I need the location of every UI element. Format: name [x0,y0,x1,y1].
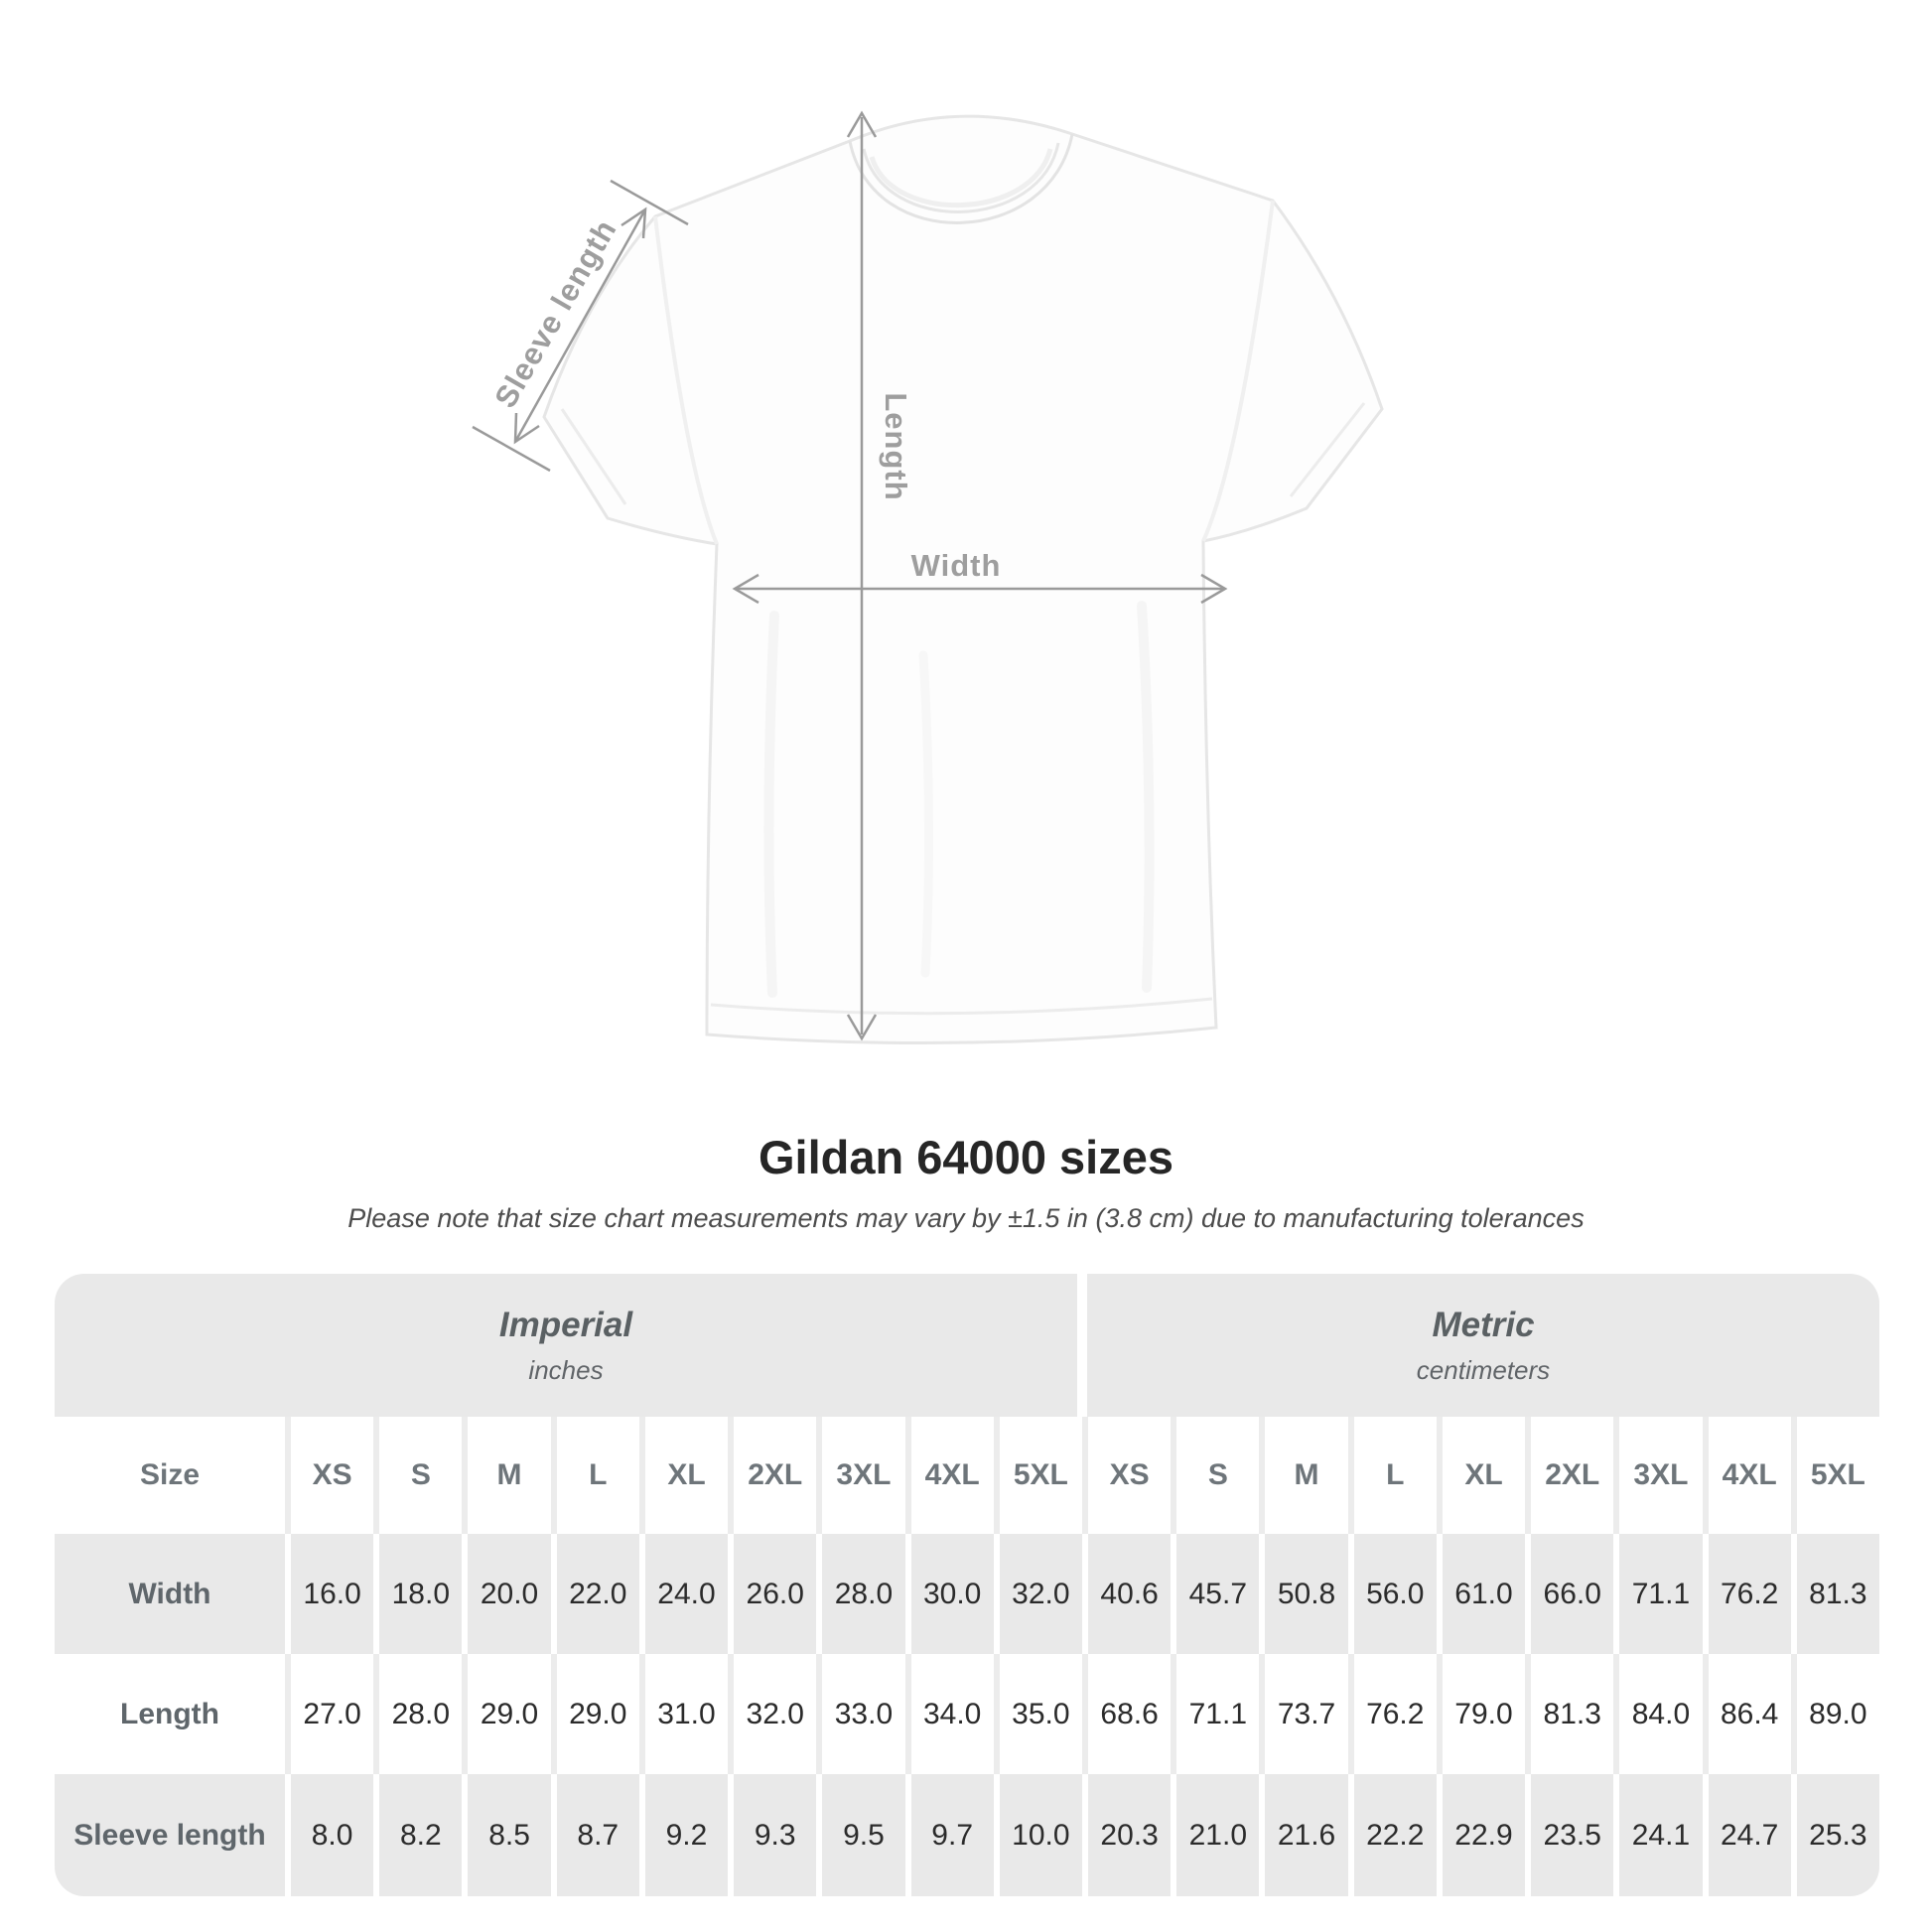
sleeve-length-metric-xs: 20.3 [1081,1774,1171,1896]
length-imperial-l: 29.0 [550,1654,639,1774]
row-label-length: Length [120,1697,219,1730]
width-metric-m: 50.8 [1259,1534,1347,1654]
sleeve-length-metric-2xl: 23.5 [1525,1774,1613,1896]
page-title: Gildan 64000 sizes [758,1131,1174,1183]
length-imperial-2xl: 32.0 [728,1654,816,1774]
sleeve-length-imperial-2xl: 9.3 [728,1774,816,1896]
width-imperial-4xl: 30.0 [904,1534,994,1654]
width-metric-3xl: 71.1 [1613,1534,1702,1654]
measurement-lines [472,110,1228,1041]
length-metric-xl: 79.0 [1436,1654,1525,1774]
width-imperial-l: 22.0 [550,1534,639,1654]
length-imperial-4xl: 34.0 [904,1654,994,1774]
length-imperial-3xl: 33.0 [816,1654,904,1774]
width-metric-xs: 40.6 [1081,1534,1171,1654]
length-imperial-m: 29.0 [462,1654,550,1774]
row-label-sleeve-length: Sleeve length [73,1818,266,1852]
sleeve-length-imperial-m: 8.5 [462,1774,550,1896]
size-header-metric-m: M [1259,1417,1347,1534]
size-header-imperial-m: M [462,1417,550,1534]
sleeve-length-metric-3xl: 24.1 [1613,1774,1702,1896]
size-header-imperial-2xl: 2XL [728,1417,816,1534]
sleeve-length-metric-s: 21.0 [1171,1774,1259,1896]
length-metric-l: 76.2 [1347,1654,1437,1774]
size-header-metric-s: S [1171,1417,1259,1534]
size-header-imperial-3xl: 3XL [816,1417,904,1534]
sleeve-length-arrow [472,179,689,473]
sleeve-length-imperial-4xl: 9.7 [904,1774,994,1896]
table-row-length: Length 27.0 28.0 29.0 29.0 31.0 32.0 33.0 34.0 35… [55,1654,1879,1774]
size-column-header: Size [139,1458,201,1491]
metric-group-title: Metric [1432,1305,1535,1344]
width-imperial-m: 20.0 [462,1534,550,1654]
size-header-metric-3xl: 3XL [1613,1417,1702,1534]
sleeve-length-imperial-xl: 9.2 [638,1774,728,1896]
size-header-metric-4xl: 4XL [1702,1417,1791,1534]
length-metric-4xl: 86.4 [1702,1654,1791,1774]
length-metric-xs: 68.6 [1081,1654,1171,1774]
size-header-imperial-l: L [550,1417,639,1534]
sleeve-length-imperial-xs: 8.0 [285,1774,373,1896]
tshirt-graphic [542,114,1384,1045]
tolerance-note: Please note that size chart measurements… [347,1203,1585,1233]
size-header-metric-xl: XL [1436,1417,1525,1534]
table-row-sleeve-length: Sleeve length 8.0 8.2 8.5 8.7 9.2 9.3 9.5 9.7 10.… [55,1774,1879,1896]
width-imperial-5xl: 32.0 [993,1534,1082,1654]
sleeve-length-metric-xl: 22.9 [1436,1774,1525,1896]
row-label-width: Width [128,1577,211,1610]
metric-group-header: Metric centimeters [1087,1274,1879,1417]
width-imperial-xl: 24.0 [638,1534,728,1654]
metric-group-unit: centimeters [1416,1354,1551,1385]
length-imperial-xs: 27.0 [285,1654,373,1774]
imperial-group-title: Imperial [498,1305,633,1344]
width-arrow [732,573,1228,605]
sleeve-length-imperial-s: 8.2 [373,1774,462,1896]
size-header-imperial-s: S [373,1417,462,1534]
unit-group-header-row: Imperial inches Metric centimeters [55,1274,1879,1417]
width-metric-l: 56.0 [1347,1534,1437,1654]
length-metric-2xl: 81.3 [1525,1654,1613,1774]
length-arrow [846,110,878,1041]
width-imperial-2xl: 26.0 [728,1534,816,1654]
length-imperial-s: 28.0 [373,1654,462,1774]
table-row-width: Width 16.0 18.0 20.0 22.0 24.0 26.0 28.0 30.0 32.… [55,1534,1879,1654]
imperial-group-unit: inches [528,1354,604,1385]
length-metric-s: 71.1 [1171,1654,1259,1774]
width-label: Width [910,548,1002,583]
length-imperial-5xl: 35.0 [993,1654,1082,1774]
size-header-metric-5xl: 5XL [1790,1417,1879,1534]
width-metric-4xl: 76.2 [1702,1534,1791,1654]
size-header-metric-xs: XS [1081,1417,1171,1534]
sleeve-length-imperial-3xl: 9.5 [816,1774,904,1896]
width-metric-2xl: 66.0 [1525,1534,1613,1654]
length-label: Length [879,392,913,501]
width-imperial-3xl: 28.0 [816,1534,904,1654]
width-metric-s: 45.7 [1171,1534,1259,1654]
size-header-metric-2xl: 2XL [1525,1417,1613,1534]
size-header-row: Size XS S M L XL 2XL 3XL 4XL 5XL XS S M L XL 2XL 3XL 4XL 5… [55,1417,1879,1534]
length-metric-5xl: 89.0 [1790,1654,1879,1774]
size-header-imperial-xl: XL [638,1417,728,1534]
width-imperial-xs: 16.0 [285,1534,373,1654]
imperial-group-header: Imperial inches [55,1274,1077,1417]
length-metric-m: 73.7 [1259,1654,1347,1774]
width-imperial-s: 18.0 [373,1534,462,1654]
sleeve-length-imperial-l: 8.7 [550,1774,639,1896]
width-metric-5xl: 81.3 [1790,1534,1879,1654]
size-header-metric-l: L [1347,1417,1437,1534]
length-imperial-xl: 31.0 [638,1654,728,1774]
sleeve-length-metric-l: 22.2 [1347,1774,1437,1896]
sleeve-length-imperial-5xl: 10.0 [993,1774,1082,1896]
size-table: Imperial inches Metric centimeters Size X… [55,1274,1879,1896]
sleeve-length-metric-m: 21.6 [1259,1774,1347,1896]
length-metric-3xl: 84.0 [1613,1654,1702,1774]
sleeve-length-metric-5xl: 25.3 [1790,1774,1879,1896]
size-header-imperial-4xl: 4XL [904,1417,994,1534]
width-metric-xl: 61.0 [1436,1534,1525,1654]
size-header-imperial-xs: XS [285,1417,373,1534]
size-header-imperial-5xl: 5XL [993,1417,1082,1534]
sleeve-length-metric-4xl: 24.7 [1702,1774,1791,1896]
